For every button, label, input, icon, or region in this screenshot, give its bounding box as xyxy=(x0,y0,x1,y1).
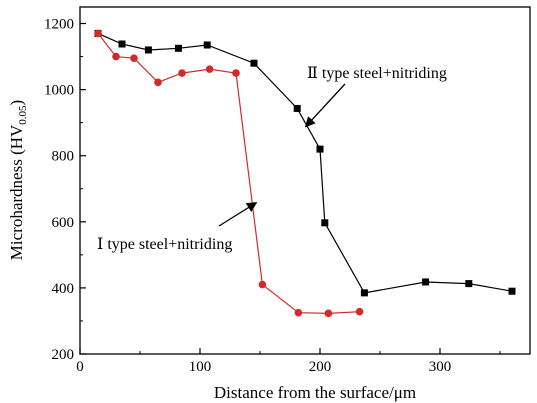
annotation-layer: Ⅱ type steel+nitriding Ⅰ type steel+nitr… xyxy=(97,65,447,253)
y-tick-label: 800 xyxy=(52,149,75,165)
annotation-series-2: Ⅱ type steel+nitriding xyxy=(307,65,447,82)
data-point xyxy=(144,46,152,54)
y-tick-label: 600 xyxy=(52,215,75,231)
axis-ticks xyxy=(79,22,501,355)
data-point xyxy=(178,69,186,77)
data-point xyxy=(316,145,324,153)
series-layer xyxy=(94,29,516,318)
data-point xyxy=(355,307,364,316)
data-point xyxy=(118,40,126,48)
data-point xyxy=(154,78,162,87)
y-axis-title-main: Microhardness (HV xyxy=(7,124,26,260)
series-2 xyxy=(94,29,364,318)
data-point xyxy=(94,29,102,38)
data-point xyxy=(294,308,303,317)
data-point xyxy=(508,287,516,295)
x-axis-title: Distance from the surface/μm xyxy=(214,383,416,402)
data-point xyxy=(250,59,258,67)
x-tick-label: 100 xyxy=(189,359,212,375)
x-tick-label: 0 xyxy=(76,359,84,375)
series-line xyxy=(97,32,513,294)
x-tick-label: 200 xyxy=(309,359,332,375)
y-axis-title-close: ) xyxy=(7,100,26,106)
data-point xyxy=(321,219,329,227)
data-point xyxy=(174,44,182,52)
series-1 xyxy=(94,29,516,297)
plot-frame xyxy=(79,6,531,355)
y-tick-label: 1200 xyxy=(44,17,74,33)
data-point xyxy=(293,104,301,112)
data-point xyxy=(324,309,333,318)
data-point xyxy=(203,41,211,49)
axis-tick-labels: 0 100 200 300 200 400 600 800 1000 1200 xyxy=(44,17,451,375)
data-point xyxy=(360,289,368,297)
annotation-arrow xyxy=(218,202,258,227)
data-point xyxy=(130,54,138,63)
annotation-arrow xyxy=(304,83,346,128)
annotation-series-1: Ⅰ type steel+nitriding xyxy=(97,236,232,253)
data-point xyxy=(465,280,473,288)
y-axis-title-sub: 0.05 xyxy=(17,105,29,125)
y-tick-label: 200 xyxy=(52,347,75,363)
data-point xyxy=(112,52,120,61)
x-tick-label: 300 xyxy=(429,359,452,375)
y-tick-label: 400 xyxy=(52,281,75,297)
data-point xyxy=(422,278,430,286)
data-point xyxy=(232,69,240,77)
data-point xyxy=(205,65,214,73)
y-tick-label: 1000 xyxy=(44,83,74,99)
y-axis-title: Microhardness (HV0.05) xyxy=(7,100,29,260)
data-point xyxy=(258,280,267,289)
